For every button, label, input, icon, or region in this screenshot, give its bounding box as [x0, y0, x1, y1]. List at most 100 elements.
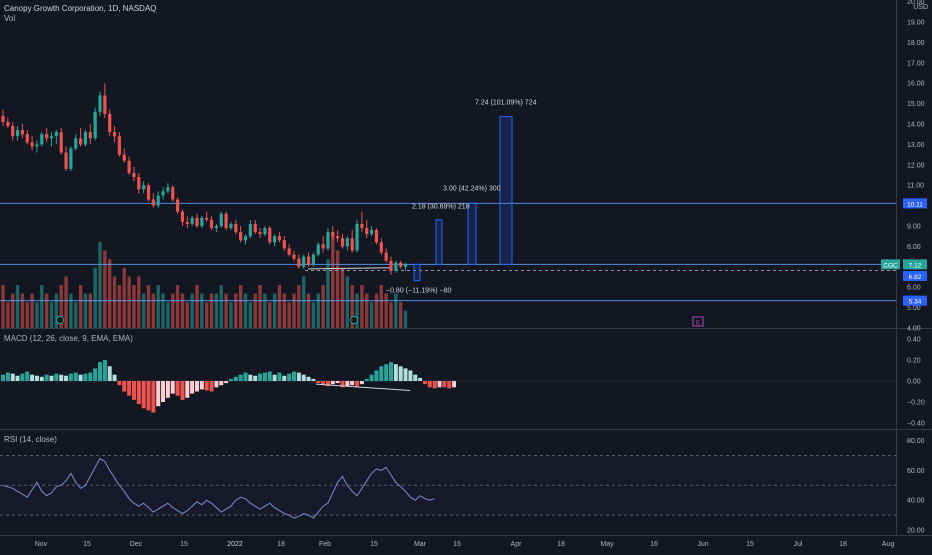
time-tick-label: 15	[180, 541, 188, 548]
volume-bar	[282, 293, 286, 328]
price-tick-label: 12.00	[907, 162, 925, 169]
candle-body	[345, 238, 349, 247]
candle-body	[224, 213, 228, 229]
volume-bar	[374, 293, 379, 328]
grid-lines	[0, 0, 932, 536]
target2-box	[467, 202, 477, 265]
volume-bar	[360, 285, 364, 328]
price-candles	[1, 83, 408, 275]
macd-bar	[190, 381, 195, 394]
macd-bar	[321, 381, 326, 386]
candle-body	[98, 95, 102, 112]
volume-bar	[272, 293, 277, 328]
macd-bar	[355, 381, 360, 388]
support-low-tag[interactable]: 5.34	[903, 295, 927, 306]
volume-bar	[112, 276, 117, 328]
volume-bar	[365, 293, 369, 328]
volume-bar	[379, 285, 383, 328]
candle-body	[195, 217, 199, 226]
volume-bar	[185, 302, 189, 328]
macd-bar	[258, 373, 263, 381]
macd-bar	[199, 381, 204, 390]
volume-bar	[263, 293, 267, 328]
macd-bar	[335, 381, 340, 384]
macd-bar	[209, 381, 214, 392]
candle-body	[311, 254, 315, 265]
macd-bar	[156, 381, 161, 407]
volume-bar	[137, 276, 141, 328]
volume-bar	[243, 293, 248, 328]
macd-bar	[131, 381, 136, 400]
macd-bar	[83, 373, 88, 381]
earnings-future-marker[interactable]: E	[692, 316, 704, 327]
macd-bar	[282, 375, 287, 381]
earnings-marker-1[interactable]	[55, 315, 65, 325]
volume-bar	[11, 293, 15, 328]
volume-bar	[161, 293, 165, 328]
volume-bar	[224, 293, 228, 328]
volume-bar	[253, 293, 257, 328]
macd-bar	[165, 381, 170, 398]
price-tick-label: 18.00	[907, 40, 925, 47]
candle-body	[239, 232, 243, 241]
resistance-tag-bg	[903, 198, 927, 209]
candle-body	[161, 191, 165, 196]
volume-bar	[108, 259, 112, 328]
candle-body	[292, 254, 296, 259]
volume-bar	[180, 293, 185, 328]
macd-bar	[345, 381, 350, 387]
resistance-tag[interactable]: 10.11	[903, 198, 927, 209]
candle-body	[253, 223, 257, 233]
macd-bar	[44, 374, 49, 381]
support-low-tag-value: 5.34	[909, 299, 922, 306]
price-tick-label: 5.00	[907, 305, 921, 312]
time-tick-label: Mar	[414, 541, 427, 548]
volume-bar	[248, 302, 253, 328]
price-tick-label: 11.00	[907, 183, 924, 190]
time-tick-label: 15	[746, 541, 754, 548]
volume-bar	[350, 285, 354, 328]
support-mid-tag[interactable]: 6.82	[903, 270, 927, 281]
rsi-tick-label: 60.00	[907, 468, 925, 475]
support-mid-tag-value: 6.82	[909, 274, 922, 281]
price-tick-label: 20.00	[907, 0, 925, 6]
volume-bar	[1, 285, 5, 328]
candle-body	[214, 226, 218, 229]
macd-bar	[447, 381, 452, 389]
macd-bar	[25, 371, 30, 381]
macd-tick-label: −0.20	[907, 400, 925, 407]
earnings-marker-2[interactable]	[349, 315, 359, 325]
macd-divergence-line	[315, 383, 411, 391]
macd-bar	[277, 372, 282, 381]
candle-body	[263, 228, 267, 235]
volume-bar	[205, 302, 209, 328]
macd-bar	[253, 375, 258, 381]
rsi-label: RSI (14, close)	[4, 435, 57, 444]
volume-bar	[190, 293, 194, 328]
volume-bar	[88, 293, 92, 328]
candle-body	[11, 126, 15, 137]
macd-bar	[175, 381, 180, 396]
rsi-line	[2, 457, 435, 519]
macd-bar	[5, 372, 10, 381]
volume-bar	[93, 267, 97, 328]
volume-bar	[117, 285, 122, 328]
macd-bar	[442, 381, 447, 388]
price-tick-label: 6.00	[907, 285, 921, 292]
volume-bar	[384, 293, 388, 328]
candle-body	[146, 185, 151, 200]
macd-bar	[30, 374, 35, 381]
stop-box	[413, 263, 421, 282]
support-low-tag-bg	[903, 295, 927, 306]
current-price-tag[interactable]: CGC 7.12	[881, 259, 927, 270]
volume-bar	[369, 302, 374, 328]
volume-bar	[103, 250, 107, 328]
candle-body	[54, 132, 58, 137]
macd-bar	[369, 374, 374, 381]
macd-bar	[78, 374, 83, 381]
candle-body	[394, 262, 398, 271]
macd-tick-label: 0.00	[907, 379, 921, 386]
current-price-tag-prefix: CGC	[883, 262, 898, 269]
